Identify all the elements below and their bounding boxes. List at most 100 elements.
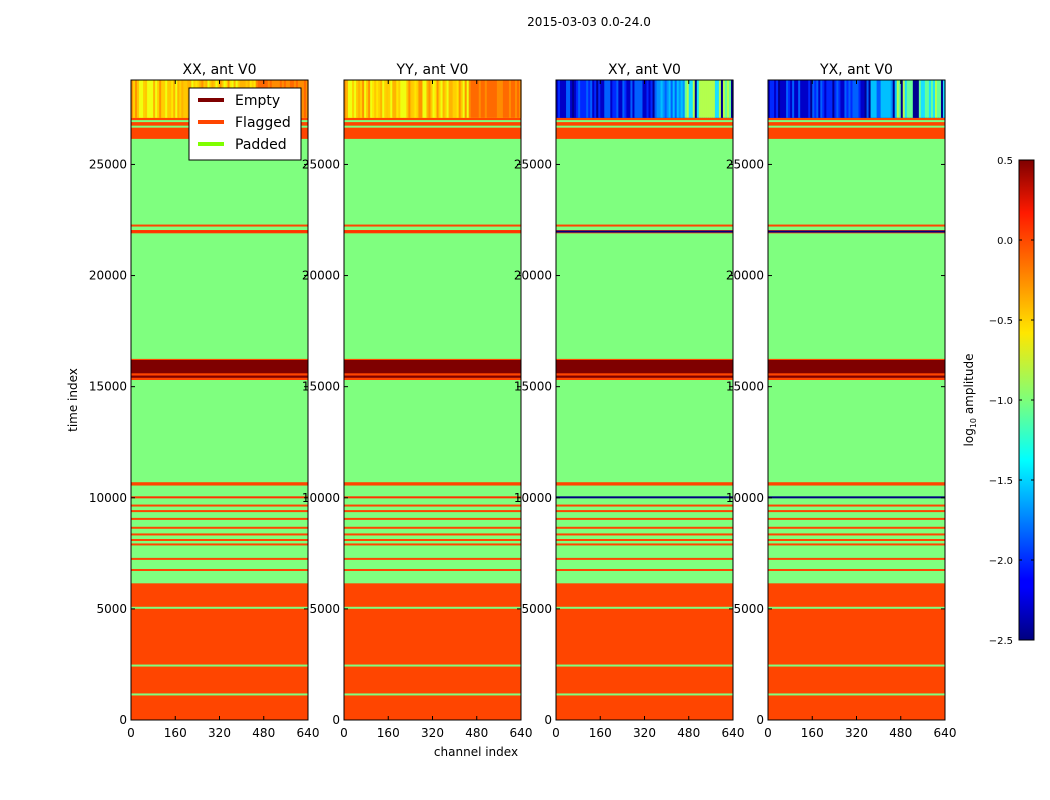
y-tick-label: 15000 <box>726 380 764 394</box>
data-column <box>598 80 601 118</box>
stripe <box>344 224 521 227</box>
data-column <box>680 80 684 118</box>
data-column <box>390 80 393 118</box>
x-tick-label: 320 <box>421 726 444 740</box>
data-column <box>412 80 415 118</box>
data-column <box>712 80 716 118</box>
data-column <box>842 80 846 118</box>
data-column <box>938 80 942 118</box>
data-column <box>175 80 178 118</box>
stripe <box>131 606 308 609</box>
legend-label-empty: Empty <box>235 93 280 109</box>
data-column <box>666 80 670 118</box>
data-column <box>400 80 403 118</box>
data-column <box>476 80 480 118</box>
data-column <box>512 80 516 118</box>
data-column <box>788 80 791 118</box>
stripe <box>556 504 733 507</box>
stripe <box>344 539 521 541</box>
data-column <box>886 80 890 118</box>
data-column <box>137 80 140 118</box>
data-column <box>506 80 510 118</box>
stripe <box>131 557 308 560</box>
data-column <box>606 80 609 118</box>
data-column <box>932 80 936 118</box>
stripe <box>344 533 521 536</box>
legend: Empty Flagged Padded <box>188 87 302 161</box>
data-line <box>556 230 733 233</box>
data-column <box>706 80 710 118</box>
data-column <box>888 80 892 118</box>
data-column <box>422 80 426 118</box>
stripe <box>131 664 308 667</box>
data-column <box>410 80 413 118</box>
data-column <box>364 80 367 118</box>
x-tick-label: 640 <box>722 726 745 740</box>
data-column <box>135 80 138 118</box>
data-column <box>692 80 696 118</box>
data-column <box>580 80 583 118</box>
x-tick-label: 160 <box>164 726 187 740</box>
y-tick-label: 5000 <box>733 602 764 616</box>
data-line <box>344 496 521 499</box>
data-column <box>165 80 168 118</box>
data-column <box>622 80 625 118</box>
colorbar-tick-label: −1.0 <box>989 396 1013 407</box>
data-column <box>936 80 940 118</box>
stripe <box>556 120 733 123</box>
data-column <box>624 80 627 118</box>
stripe <box>556 557 733 560</box>
data-column <box>163 80 166 118</box>
data-line <box>131 230 308 233</box>
data-column <box>171 80 174 118</box>
y-tick-label: 10000 <box>89 491 127 505</box>
data-column <box>846 80 850 118</box>
data-column <box>386 80 389 118</box>
stripe <box>768 125 945 128</box>
empty-band <box>131 360 308 374</box>
data-column <box>362 80 365 118</box>
data-column <box>570 80 573 118</box>
data-column <box>177 80 180 118</box>
stripe <box>768 539 945 541</box>
data-column <box>185 80 188 118</box>
data-column <box>592 80 595 118</box>
empty-band <box>131 375 308 378</box>
stripe <box>344 693 521 696</box>
x-axis-label-group: channel index <box>434 745 518 759</box>
data-column <box>844 80 848 118</box>
padded-band <box>768 380 945 483</box>
data-line <box>344 230 521 233</box>
data-column <box>358 80 361 118</box>
stripe <box>556 533 733 536</box>
padded-band <box>131 233 308 359</box>
data-column <box>812 80 815 118</box>
data-column <box>492 80 496 118</box>
data-column <box>902 80 906 118</box>
data-column <box>798 80 801 118</box>
data-column <box>406 80 409 118</box>
data-column <box>173 80 176 118</box>
stripe <box>768 557 945 560</box>
data-column <box>394 80 397 118</box>
panel-title: YY, ant V0 <box>396 62 469 78</box>
data-column <box>786 80 789 118</box>
data-column <box>301 80 305 118</box>
stripe <box>556 606 733 609</box>
data-column <box>594 80 597 118</box>
data-column <box>420 80 424 118</box>
stripe <box>556 539 733 541</box>
data-column <box>356 80 359 118</box>
data-column <box>450 80 454 118</box>
data-column <box>446 80 450 118</box>
stripe <box>131 543 308 546</box>
data-column <box>155 80 158 118</box>
data-column <box>426 80 430 118</box>
data-column <box>131 80 134 118</box>
padded-band <box>344 233 521 359</box>
stripe <box>344 373 521 376</box>
padded-band <box>556 380 733 483</box>
data-column <box>490 80 494 118</box>
colorbar-label-sub: 10 <box>969 418 978 428</box>
